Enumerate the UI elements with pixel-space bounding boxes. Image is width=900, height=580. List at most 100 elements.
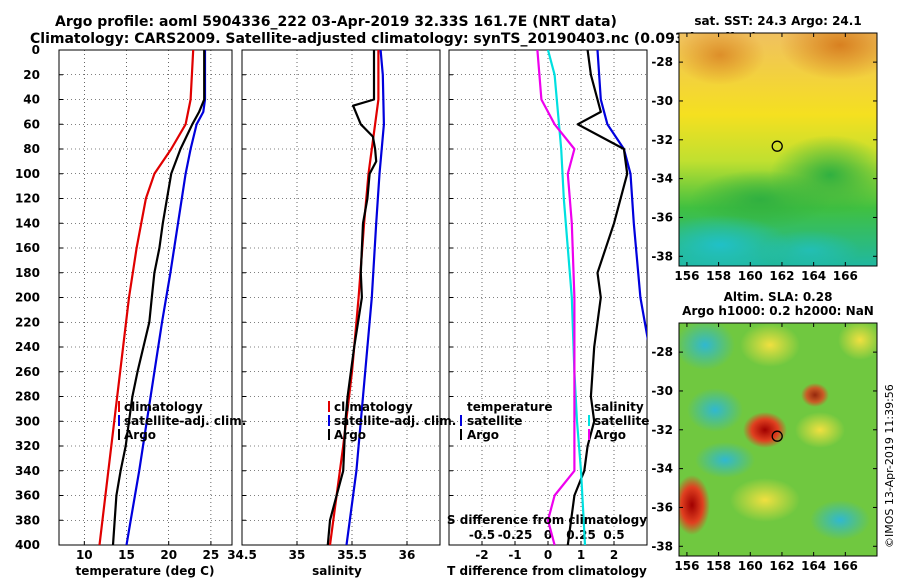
depth-tick-label: 220 — [15, 315, 40, 329]
map-y-tick-label: -38 — [651, 249, 673, 263]
map-x-tick-label: 166 — [833, 269, 858, 283]
series-line-satellite-adj-clim- — [345, 50, 385, 545]
s-diff-tick-label: -0.5 — [469, 528, 495, 542]
sla-peak-region — [743, 412, 787, 448]
map-y-tick-label: -36 — [651, 500, 673, 514]
map-y-tick-label: -32 — [651, 423, 673, 437]
sla-high-region — [795, 412, 845, 448]
temperature-xlabel: temperature (deg C) — [76, 564, 215, 578]
x-tick-label: 35 — [289, 548, 306, 562]
series-line-climatology — [98, 50, 195, 545]
temperature-axis: 10 15 20 25 — [76, 541, 219, 562]
legend-label-satellite-adj: satellite-adj. clim. — [124, 414, 246, 428]
sst-map-axes: 156 158 160 162 164 166 -28 -30 -32 -34 -36 -38 — [651, 33, 877, 283]
temperature-plot-frame — [58, 49, 233, 546]
s-diff-tick-label: 0.5 — [603, 528, 624, 542]
s-diff-tick-label: 0.25 — [566, 528, 596, 542]
map-y-tick-label: -38 — [651, 539, 673, 553]
credit-text: ©IMOS 13-Apr-2019 11:39:56 — [883, 384, 896, 548]
sla-map — [679, 323, 877, 556]
t-difference-axis: -2 -1 0 1 2 — [475, 541, 618, 562]
sla-map-frame — [678, 322, 878, 557]
series-line-s-satellite — [546, 50, 587, 545]
difference-xlabel: T difference from climatology — [447, 564, 647, 578]
x-tick-label: -2 — [475, 548, 488, 562]
map-y-tick-label: -34 — [651, 172, 673, 186]
legend-title-temperature: temperature — [467, 400, 552, 414]
depth-tick-label: 200 — [15, 291, 40, 305]
depth-tick-label: 280 — [15, 390, 40, 404]
legend-label-s-argo: Argo — [594, 428, 626, 442]
depth-tick-label: 240 — [15, 340, 40, 354]
map-x-tick-label: 160 — [738, 269, 763, 283]
x-tick-label: 10 — [76, 548, 93, 562]
difference-legend: temperature satellite Argo salinity sate… — [460, 400, 649, 442]
sla-high-region — [730, 478, 800, 522]
series-line-satellite-adj-clim- — [125, 50, 207, 545]
x-tick-label: 15 — [118, 548, 135, 562]
series-line-s-argo — [536, 50, 576, 545]
legend-label-argo: Argo — [334, 428, 366, 442]
salinity-axis: 34.5 35 35.5 36 — [227, 541, 415, 562]
depth-tick-label: 20 — [23, 68, 40, 82]
depth-tick-label: 60 — [23, 117, 40, 131]
map-y-tick-label: -28 — [651, 55, 673, 69]
difference-grid — [449, 49, 647, 546]
map-x-tick-label: 156 — [674, 559, 699, 573]
depth-axis: 0 20 40 60 80 100 120 140 160 180 200 220 240 260 280 3… — [15, 43, 40, 552]
sla-map-title-1: Altim. SLA: 0.28 — [724, 290, 833, 304]
x-tick-label: 35.5 — [337, 548, 367, 562]
s-difference-axis: -0.5 -0.25 0 0.25 0.5 — [469, 528, 625, 542]
map-x-tick-label: 166 — [833, 559, 858, 573]
depth-tick-label: 340 — [15, 464, 40, 478]
map-x-tick-label: 164 — [801, 559, 826, 573]
salinity-series — [326, 50, 385, 545]
sst-teal-region — [760, 230, 860, 266]
title-line-1: Argo profile: aoml 5904336_222 03-Apr-20… — [55, 14, 617, 30]
map-y-tick-label: -30 — [651, 94, 673, 108]
temperature-legend: climatology satellite-adj. clim. Argo — [118, 400, 246, 442]
legend-label-climatology: climatology — [334, 400, 413, 414]
depth-tick-label: 380 — [15, 513, 40, 527]
map-y-tick-label: -28 — [651, 345, 673, 359]
depth-tick-label: 140 — [15, 216, 40, 230]
depth-tick-label: 400 — [15, 538, 40, 552]
salinity-legend: climatology satellite-adj. clim. Argo — [328, 400, 456, 442]
sst-warm-region — [780, 33, 877, 80]
map-x-tick-label: 158 — [706, 269, 731, 283]
depth-tick-label: 360 — [15, 489, 40, 503]
series-line-t-satellite — [596, 50, 647, 341]
map-y-tick-label: -30 — [651, 384, 673, 398]
depth-tick-label: 260 — [15, 365, 40, 379]
sst-map-title: sat. SST: 24.3 Argo: 24.1 — [694, 14, 861, 28]
map-y-tick-label: -34 — [651, 462, 673, 476]
map-y-tick-label: -32 — [651, 133, 673, 147]
title-line-2: Climatology: CARS2009. Satellite-adjuste… — [30, 31, 758, 47]
series-line-argo — [326, 50, 378, 545]
s-diff-tick-label: -0.25 — [498, 528, 533, 542]
map-y-tick-label: -36 — [651, 210, 673, 224]
x-tick-label: 0 — [544, 548, 552, 562]
depth-tick-label: 320 — [15, 439, 40, 453]
sla-peak-region — [679, 475, 710, 535]
x-tick-label: 36 — [399, 548, 416, 562]
depth-tick-label: 100 — [15, 167, 40, 181]
series-line-t-argo — [566, 50, 629, 545]
sst-green-region — [690, 170, 830, 230]
legend-label-satellite-adj: satellite-adj. clim. — [334, 414, 456, 428]
depth-tick-label: 80 — [23, 142, 40, 156]
x-tick-label: 1 — [577, 548, 585, 562]
map-x-tick-label: 158 — [706, 559, 731, 573]
sla-peak-region — [801, 383, 829, 407]
x-tick-label: 34.5 — [227, 548, 257, 562]
depth-tick-label: 300 — [15, 414, 40, 428]
legend-label-argo: Argo — [124, 428, 156, 442]
sla-low-region — [679, 323, 735, 370]
salinity-grid — [242, 49, 440, 546]
legend-label-t-satellite: satellite — [467, 414, 522, 428]
x-tick-label: 20 — [160, 548, 177, 562]
salinity-xlabel: salinity — [312, 564, 362, 578]
depth-tick-label: 40 — [23, 93, 40, 107]
depth-tick-label: 120 — [15, 192, 40, 206]
map-x-tick-label: 160 — [738, 559, 763, 573]
